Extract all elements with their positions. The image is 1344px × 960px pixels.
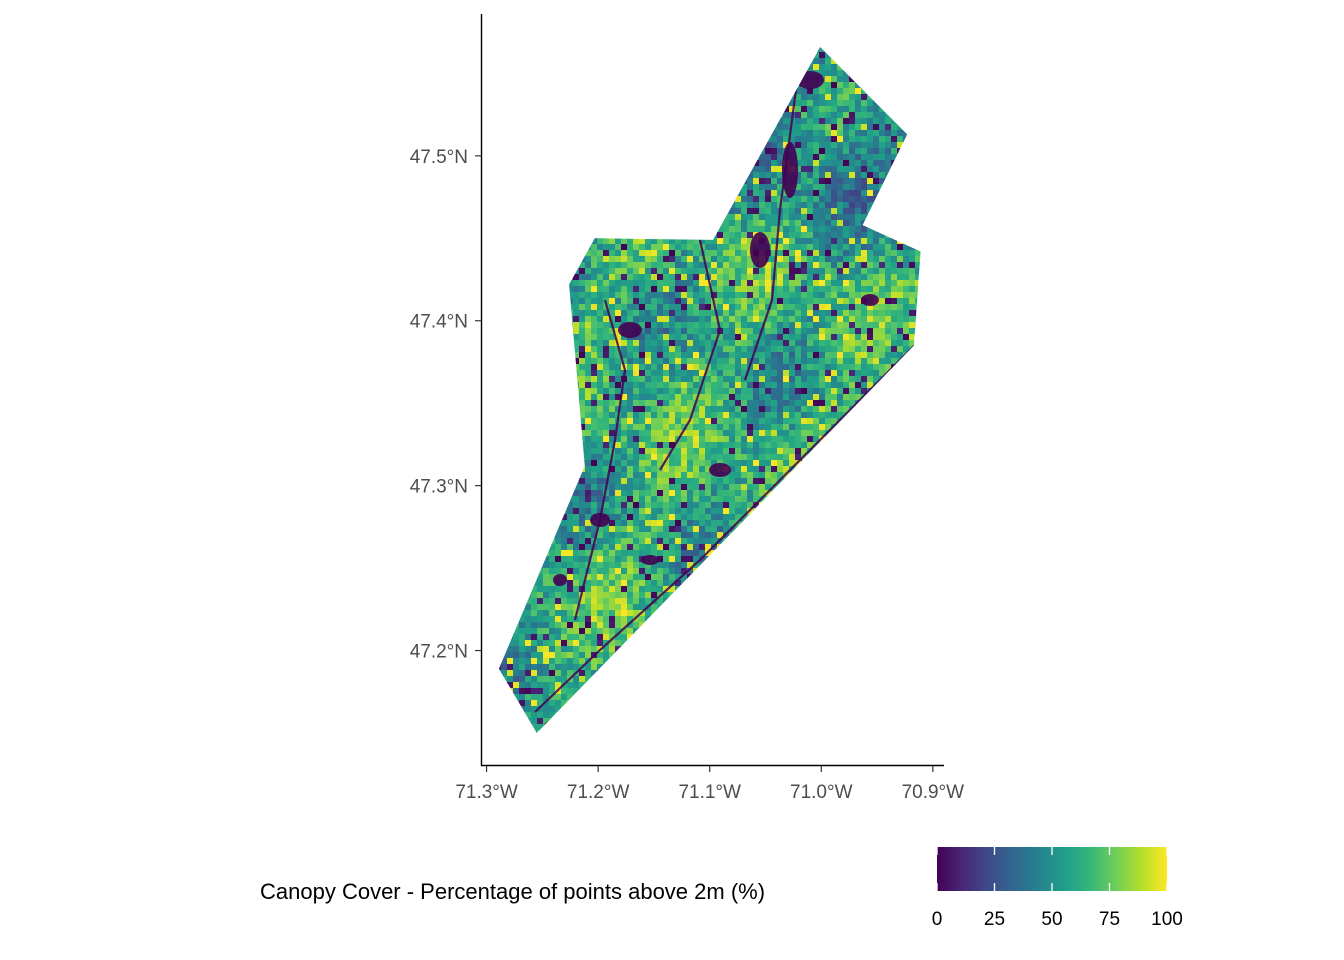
- legend-tick-label: 100: [1151, 909, 1183, 930]
- x-tick-label: 71.3°W: [455, 782, 518, 803]
- y-tick-label: 47.4°N: [410, 312, 468, 333]
- x-tick-label: 71.2°W: [567, 782, 630, 803]
- y-tick-label: 47.5°N: [410, 147, 468, 168]
- legend-tick-label: 75: [1099, 909, 1120, 930]
- legend-ticks: 0 25 50 75 100: [932, 847, 1183, 930]
- x-tick-label: 70.9°W: [902, 782, 965, 803]
- canopy-cover-raster: [498, 47, 921, 733]
- legend-tick-label: 50: [1041, 909, 1062, 930]
- x-axis-ticks: 71.3°W 71.2°W 71.1°W 71.0°W 70.9°W: [455, 766, 964, 803]
- y-tick-label: 47.3°N: [410, 477, 468, 498]
- legend-tick-label: 0: [932, 909, 943, 930]
- x-tick-label: 71.1°W: [678, 782, 741, 803]
- y-tick-label: 47.2°N: [410, 642, 468, 663]
- legend: Canopy Cover - Percentage of points abov…: [260, 847, 1183, 930]
- x-tick-label: 71.0°W: [790, 782, 853, 803]
- legend-title: Canopy Cover - Percentage of points abov…: [260, 879, 765, 904]
- legend-tick-label: 25: [984, 909, 1005, 930]
- y-axis-ticks: 47.2°N 47.3°N 47.4°N 47.5°N: [410, 147, 481, 663]
